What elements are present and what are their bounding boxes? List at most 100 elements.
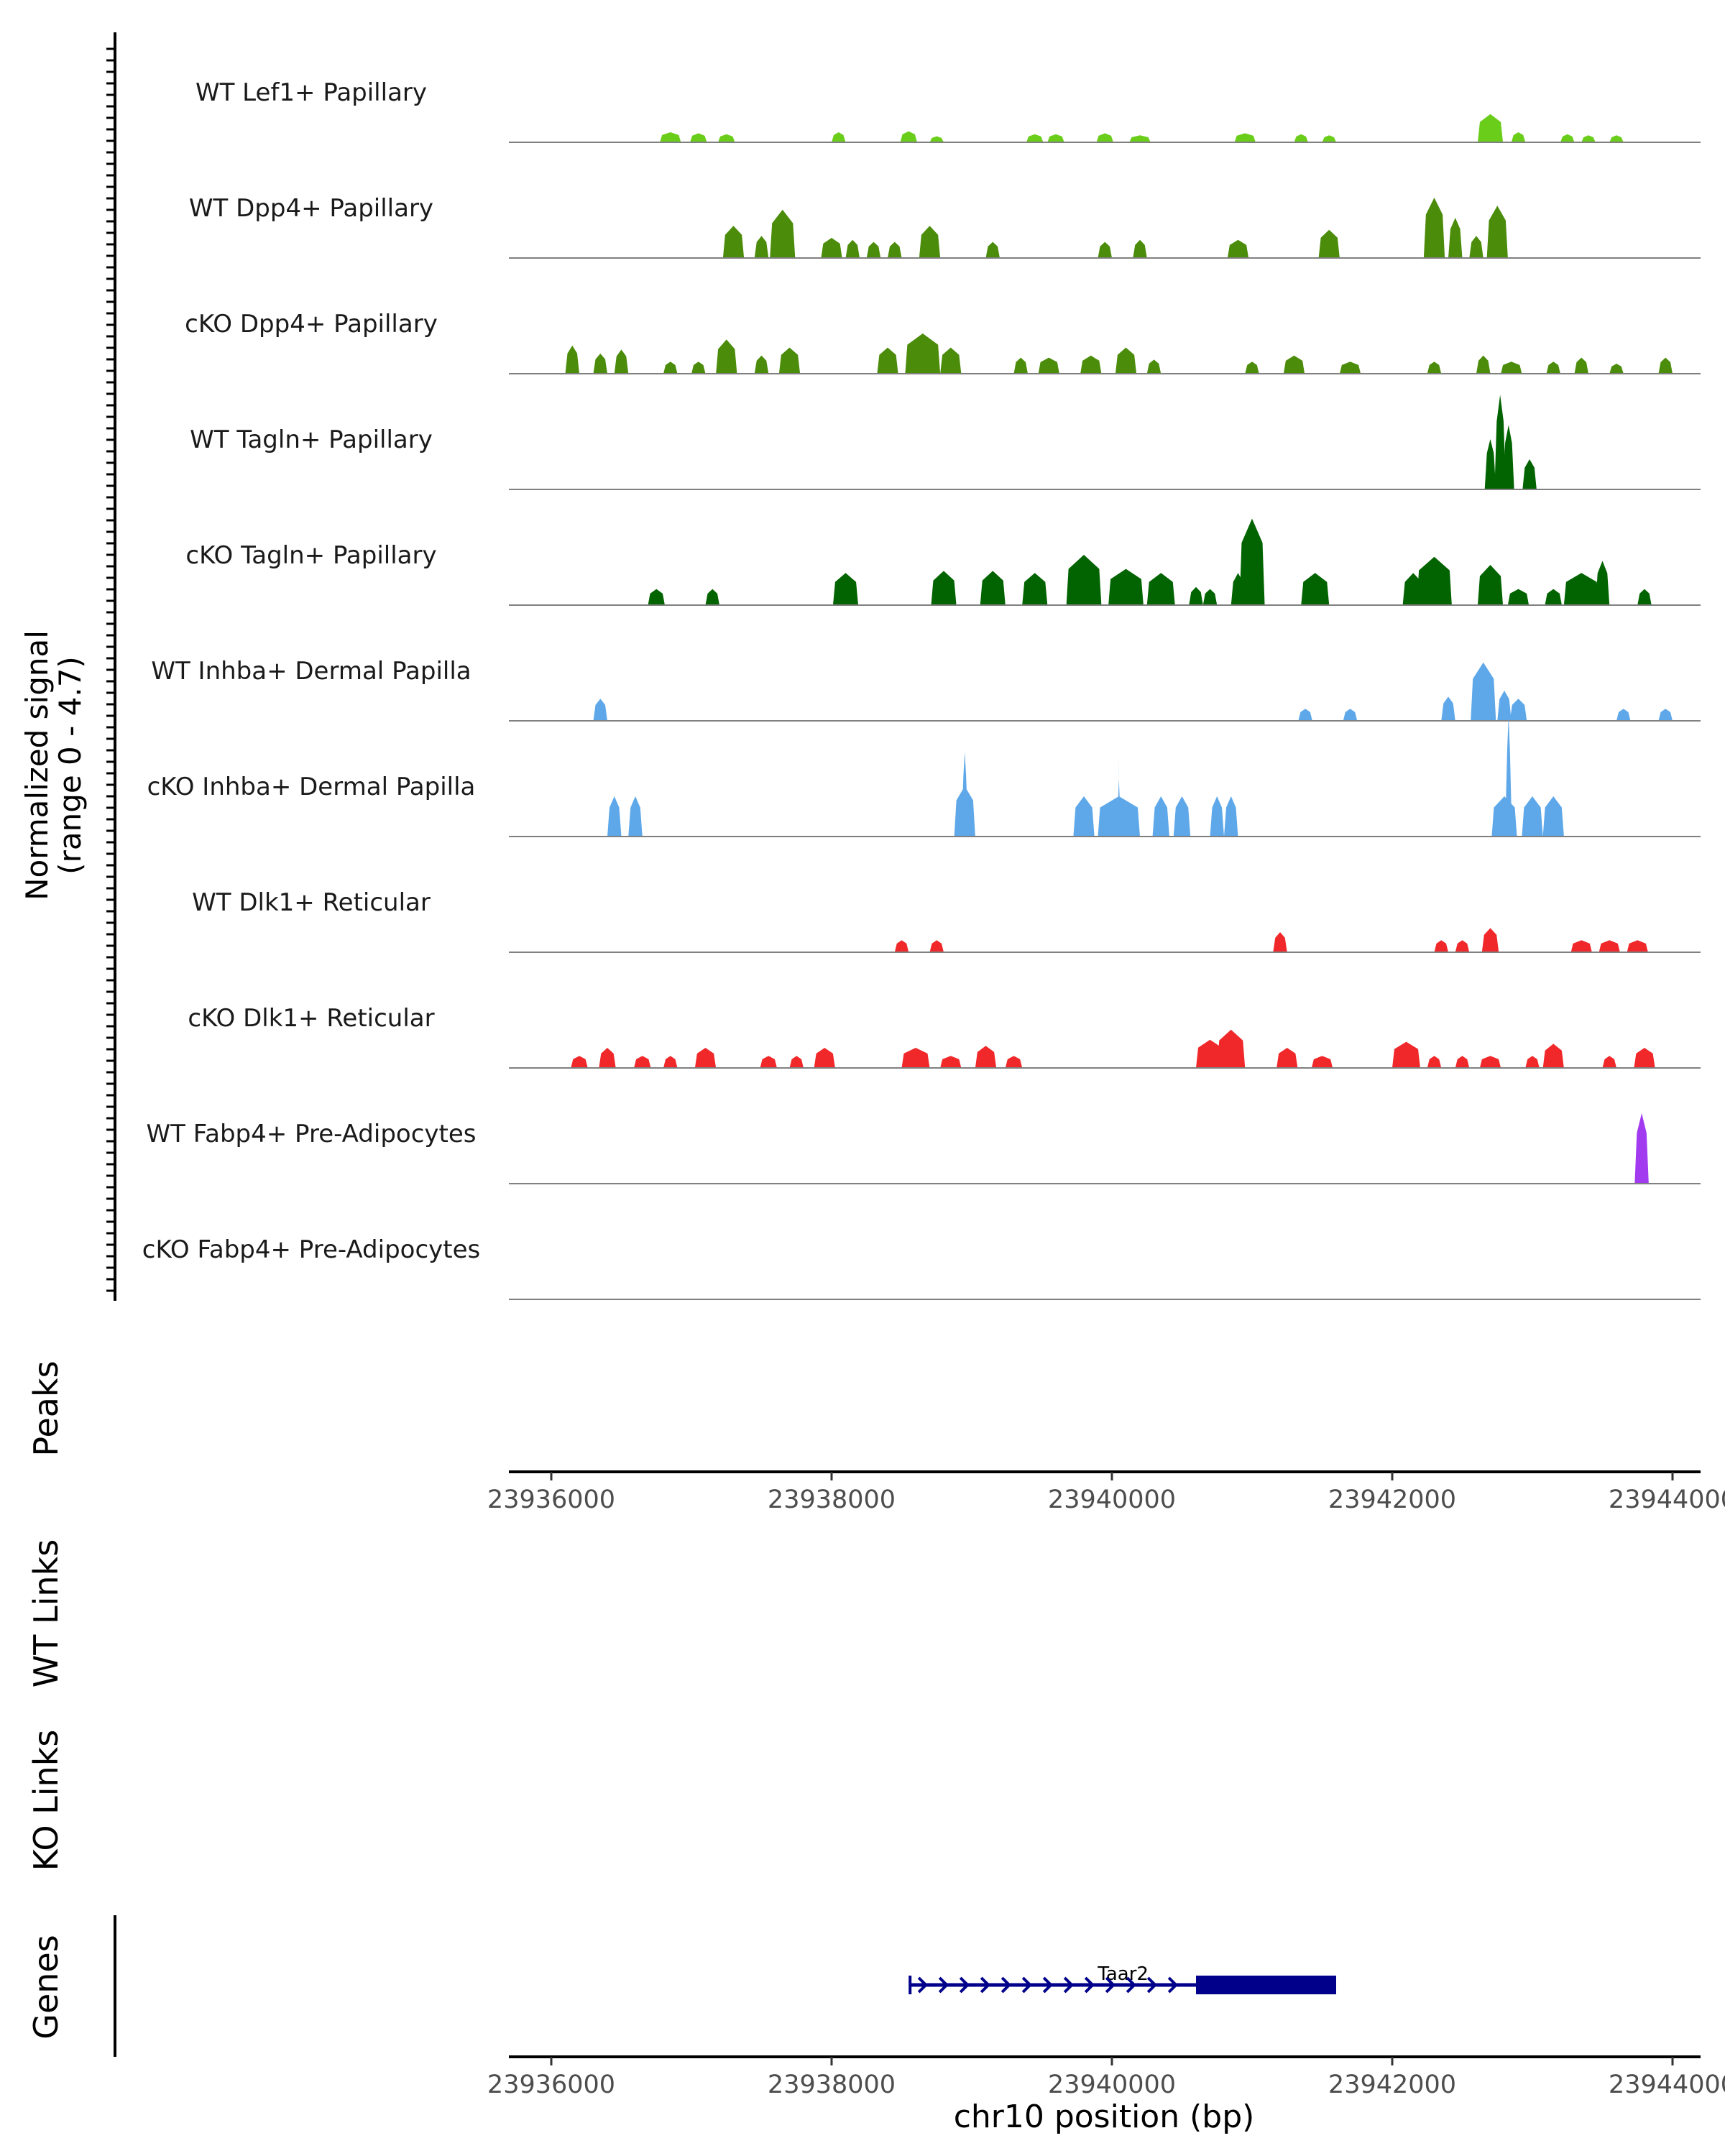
track-label: WT Dpp4+ Papillary bbox=[189, 194, 433, 223]
coverage-peak bbox=[1080, 355, 1102, 374]
coverage-peak bbox=[905, 333, 941, 374]
track-label: cKO Inhba+ Dermal Papilla bbox=[147, 773, 476, 801]
coverage-peak bbox=[1115, 347, 1137, 374]
ko-links-track-label: KO Links bbox=[27, 1730, 65, 1871]
coverage-peak bbox=[1509, 699, 1527, 721]
coverage-peak bbox=[1501, 361, 1522, 374]
gene-strand-arrow bbox=[1042, 1976, 1054, 1994]
coverage-peak bbox=[1479, 1056, 1501, 1068]
coverage-peak bbox=[980, 571, 1006, 605]
peaks-track: Peaks bbox=[27, 1360, 65, 1456]
coverage-peak bbox=[821, 238, 842, 258]
coverage-peak bbox=[1022, 573, 1048, 605]
coverage-peak bbox=[1245, 361, 1259, 374]
coverage-peak bbox=[1047, 134, 1064, 142]
coverage-peak bbox=[832, 573, 859, 605]
coverage-peak bbox=[1545, 589, 1562, 605]
coverage-peak bbox=[1108, 568, 1144, 605]
coverage-peak bbox=[691, 361, 706, 374]
coverage-peak bbox=[1658, 357, 1673, 374]
coverage-peak bbox=[1294, 134, 1308, 142]
coverage-peak bbox=[940, 1056, 962, 1068]
coverage-peak bbox=[1339, 361, 1361, 374]
coverage-peak bbox=[1066, 555, 1102, 605]
coverage-peak bbox=[1417, 556, 1452, 605]
coverage-peak bbox=[565, 345, 579, 374]
gene-strand-arrow bbox=[1021, 1976, 1033, 1994]
track-label: WT Tagln+ Papillary bbox=[190, 425, 433, 454]
coverage-peak bbox=[845, 239, 860, 258]
coverage-peak bbox=[1477, 565, 1504, 605]
coverage-peak bbox=[1598, 940, 1620, 952]
coverage-peak bbox=[1392, 1041, 1420, 1068]
coverage-peak bbox=[985, 241, 1000, 258]
coverage-peak bbox=[1224, 796, 1238, 837]
coverage-peak bbox=[1486, 206, 1508, 258]
track-9: WT Fabp4+ Pre-Adipocytes bbox=[147, 1113, 1701, 1184]
coverage-peak bbox=[789, 1056, 804, 1068]
gene-strand-arrow bbox=[1126, 1976, 1137, 1994]
coverage-peak bbox=[1427, 361, 1442, 374]
coverage-peak bbox=[919, 226, 941, 258]
coverage-peak bbox=[1476, 355, 1491, 374]
coverage-peak bbox=[1627, 940, 1648, 952]
coverage-peak bbox=[754, 355, 769, 374]
ko-links-track: KO Links bbox=[27, 1730, 65, 1871]
coverage-peak bbox=[1096, 133, 1113, 142]
coverage-peak bbox=[607, 796, 622, 837]
coverage-peak bbox=[1469, 236, 1484, 258]
coverage-peak bbox=[663, 1056, 678, 1068]
x-tick-label: 23936000 bbox=[487, 2070, 615, 2099]
coverage-peak bbox=[1152, 796, 1169, 837]
coverage-peak bbox=[663, 361, 678, 374]
coverage-peak bbox=[1343, 709, 1358, 721]
coverage-peak bbox=[571, 1056, 588, 1068]
coverage-peak bbox=[1491, 796, 1517, 837]
coverage-peak bbox=[705, 589, 719, 605]
coverage-peak bbox=[1276, 1048, 1298, 1068]
coverage-peak bbox=[1273, 932, 1287, 952]
track-2: cKO Dpp4+ Papillary bbox=[185, 310, 1701, 374]
coverage-peak bbox=[660, 132, 681, 142]
coverage-peak bbox=[1595, 561, 1610, 605]
coverage-peak bbox=[1173, 796, 1191, 837]
gene-strand-arrow bbox=[1146, 1976, 1158, 1994]
gene-strand-arrow bbox=[980, 1976, 991, 1994]
gene-strand-arrow bbox=[1084, 1976, 1095, 1994]
coverage-peak bbox=[770, 209, 796, 258]
coverage-peak bbox=[599, 1048, 616, 1068]
coverage-peak bbox=[929, 136, 944, 142]
coverage-peak bbox=[628, 796, 643, 837]
x-tick-label: 23944000 bbox=[1609, 1485, 1725, 1514]
coverage-peak bbox=[1581, 135, 1596, 142]
coverage-peak bbox=[1455, 940, 1470, 952]
track-label: cKO Tagln+ Papillary bbox=[185, 541, 436, 570]
x-tick-label: 23942000 bbox=[1328, 2070, 1456, 2099]
gene-cds-block bbox=[1196, 1976, 1336, 1994]
track-8: cKO Dlk1+ Reticular bbox=[188, 1004, 1701, 1069]
track-6: cKO Inhba+ Dermal Papilla bbox=[147, 716, 1701, 837]
coverage-peak bbox=[877, 347, 898, 374]
genes-track-label: Genes bbox=[27, 1935, 65, 2039]
coverage-peak bbox=[929, 940, 944, 952]
coverage-peak bbox=[1322, 135, 1336, 142]
wt-links-track: WT Links bbox=[27, 1539, 65, 1687]
coverage-peak bbox=[1434, 940, 1448, 952]
coverage-peak bbox=[1504, 716, 1512, 837]
coverage-peak bbox=[614, 349, 629, 374]
coverage-peak bbox=[1423, 198, 1445, 258]
x-tick-label: 23938000 bbox=[768, 1485, 896, 1514]
coverage-peak bbox=[1146, 359, 1162, 374]
x-axis-top: 23936000 23938000 23940000 23942000 23944000 bbox=[487, 1470, 1725, 1514]
x-tick-label: 23938000 bbox=[768, 2070, 896, 2099]
coverage-peak bbox=[1481, 928, 1499, 952]
coverage-peak bbox=[1546, 361, 1560, 374]
y-axis bbox=[106, 32, 116, 1301]
track-4: cKO Tagln+ Papillary bbox=[185, 518, 1701, 606]
x-tick-label: 23936000 bbox=[487, 1485, 615, 1514]
genes-track: Genes Taar2 bbox=[27, 1915, 1336, 2057]
coverage-peak bbox=[901, 1048, 930, 1068]
coverage-peak bbox=[1542, 1044, 1564, 1068]
coverage-peak bbox=[1497, 691, 1512, 721]
coverage-peak bbox=[1196, 1039, 1224, 1068]
